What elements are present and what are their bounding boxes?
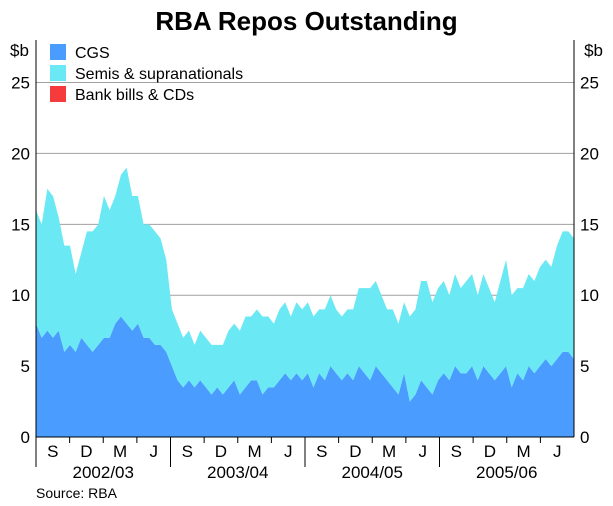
year-label-1: 2003/04 — [207, 463, 268, 482]
y-tick-left-25: 25 — [11, 74, 30, 93]
x-tick-label-4: S — [182, 442, 193, 461]
x-tick-label-14: M — [516, 442, 530, 461]
legend-swatch-1 — [50, 65, 66, 81]
y-tick-left-0: 0 — [21, 428, 30, 447]
x-tick-label-9: D — [349, 442, 361, 461]
stacked-areas — [36, 167, 574, 437]
y-tick-right-15: 15 — [580, 215, 599, 234]
y-tick-left-15: 15 — [11, 215, 30, 234]
y-tick-left-5: 5 — [21, 357, 30, 376]
legend-label-2: Bank bills & CDs — [75, 87, 194, 104]
y-tick-right-5: 5 — [580, 357, 589, 376]
year-label-3: 2005/06 — [476, 463, 537, 482]
y-tick-right-20: 20 — [580, 144, 599, 163]
legend: CGS Semis & supranationals Bank bills & CD… — [50, 44, 243, 104]
y-axis-ticks: 0 0 5 5 10 10 15 15 20 20 25 25 — [11, 74, 599, 447]
x-tick-label-7: J — [284, 442, 293, 461]
year-label-2: 2004/05 — [342, 463, 403, 482]
y-tick-left-20: 20 — [11, 144, 30, 163]
chart-title: RBA Repos Outstanding — [155, 6, 457, 36]
area-cgs — [36, 316, 574, 437]
y-tick-right-10: 10 — [580, 286, 599, 305]
source-note: Source: RBA — [36, 485, 118, 501]
x-tick-label-12: S — [451, 442, 462, 461]
area-semis-supranationals — [36, 167, 574, 402]
x-tick-label-6: M — [247, 442, 261, 461]
x-axis-ticks: S D M J S D M J S D M J S D M J 2002/03 2003/04 2004/05 200… — [35, 437, 562, 482]
x-tick-label-13: D — [484, 442, 496, 461]
right-unit-label: $b — [584, 41, 603, 60]
x-tick-label-10: M — [382, 442, 396, 461]
x-tick-label-0: S — [47, 442, 58, 461]
y-tick-right-25: 25 — [580, 74, 599, 93]
left-unit-label: $b — [10, 41, 29, 60]
x-tick-label-2: M — [113, 442, 127, 461]
legend-swatch-2 — [50, 86, 66, 102]
x-tick-label-15: J — [553, 442, 562, 461]
y-tick-right-0: 0 — [580, 428, 589, 447]
legend-label-0: CGS — [75, 45, 110, 62]
x-tick-label-5: D — [215, 442, 227, 461]
year-label-0: 2002/03 — [73, 463, 134, 482]
y-tick-left-10: 10 — [11, 286, 30, 305]
x-tick-label-11: J — [418, 442, 427, 461]
legend-swatch-0 — [50, 44, 66, 60]
x-tick-label-1: D — [80, 442, 92, 461]
x-tick-label-3: J — [149, 442, 158, 461]
legend-label-1: Semis & supranationals — [75, 66, 243, 83]
x-tick-label-8: S — [316, 442, 327, 461]
